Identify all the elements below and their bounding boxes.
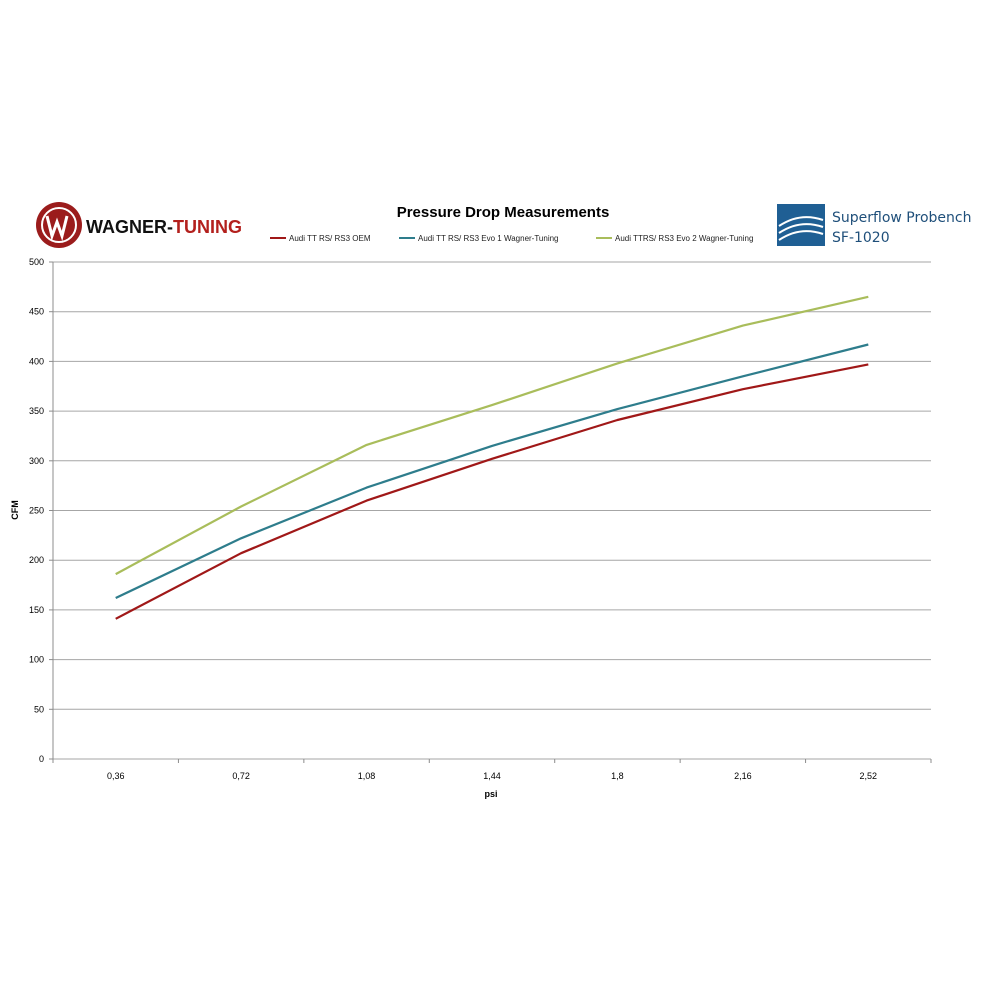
x-tick-label: 2,16 xyxy=(734,771,752,781)
x-tick-label: 1,44 xyxy=(483,771,501,781)
x-tick-label: 1,08 xyxy=(358,771,376,781)
legend-entry-label: Audi TT RS/ RS3 Evo 1 Wagner-Tuning xyxy=(418,234,559,243)
x-tick-label: 1,8 xyxy=(611,771,624,781)
x-tick-label: 2,52 xyxy=(860,771,878,781)
y-axis-ticks: 0 50 100 150 200 250 300 350 400 450 500 xyxy=(29,257,53,764)
wagner-logo-text-part2: TUNING xyxy=(173,217,242,237)
series-line-3 xyxy=(115,295,869,576)
y-tick-label: 100 xyxy=(29,655,44,665)
x-axis-label: psi xyxy=(484,789,497,799)
y-tick-label: 400 xyxy=(29,356,44,366)
legend-entry-label: Audi TT RS/ RS3 OEM xyxy=(289,234,371,243)
y-tick-label: 50 xyxy=(34,704,44,714)
y-axis-label: CFM xyxy=(10,500,20,520)
y-tick-label: 200 xyxy=(29,555,44,565)
y-tick-label: 0 xyxy=(39,754,44,764)
gridlines xyxy=(52,261,931,760)
legend: Audi TT RS/ RS3 OEM Audi TT RS/ RS3 Evo 1… xyxy=(270,234,753,243)
x-axis-ticks: 0,36 0,72 1,08 1,44 1,8 2,16 2,52 xyxy=(52,759,932,781)
svg-text:WAGNER-TUNING: WAGNER-TUNING xyxy=(86,217,242,237)
y-tick-label: 350 xyxy=(29,406,44,416)
y-tick-label: 250 xyxy=(29,506,44,516)
series-lines xyxy=(115,295,869,620)
wagner-logo-text-part1: WAGNER- xyxy=(86,217,173,237)
x-tick-label: 0,36 xyxy=(107,771,125,781)
y-tick-label: 450 xyxy=(29,307,44,317)
y-tick-label: 150 xyxy=(29,605,44,615)
series-line-1 xyxy=(115,363,869,620)
y-tick-label: 500 xyxy=(29,257,44,267)
x-tick-label: 0,72 xyxy=(232,771,250,781)
superflow-logo-line2: SF-1020 xyxy=(832,230,890,246)
series-line-2 xyxy=(115,343,869,599)
superflow-logo-line1: Superflow Probench xyxy=(832,210,971,226)
legend-entry-label: Audi TTRS/ RS3 Evo 2 Wagner-Tuning xyxy=(615,234,753,243)
chart-title: Pressure Drop Measurements xyxy=(397,204,610,221)
wagner-tuning-logo: WAGNER-TUNING xyxy=(36,202,242,248)
y-tick-label: 300 xyxy=(29,456,44,466)
superflow-logo: Superflow Probench SF-1020 xyxy=(777,204,971,246)
